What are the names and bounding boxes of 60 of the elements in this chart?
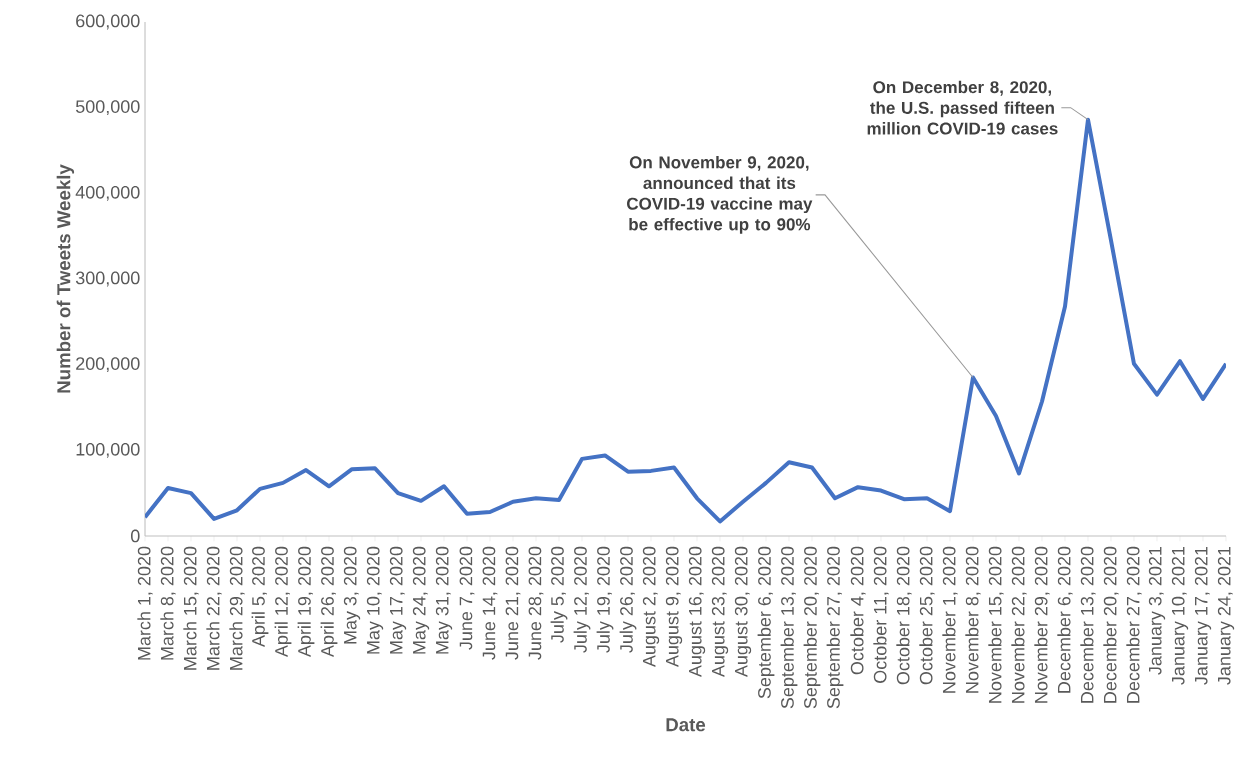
x-tick-label: May 3, 2020 — [343, 546, 361, 644]
x-tick-label: October 18, 2020 — [896, 546, 912, 685]
x-tick-label: July 26, 2020 — [619, 546, 637, 653]
y-tick-label: 600,000 — [76, 14, 140, 30]
x-tick-label: September 20, 2020 — [803, 546, 821, 709]
x-tick-label: December 6, 2020 — [1057, 546, 1073, 693]
x-tick-label: November 8, 2020 — [965, 546, 981, 693]
x-tick-label: May 24, 2020 — [412, 546, 430, 654]
x-tick-label: November 22, 2020 — [1011, 546, 1027, 703]
x-tick-label: April 5, 2020 — [251, 546, 269, 648]
x-tick-label: June 28, 2020 — [528, 546, 544, 660]
x-tick-label: December 27, 2020 — [1126, 546, 1142, 703]
x-tick-label: January 24, 2021 — [1217, 546, 1235, 685]
x-tick-label: August 23, 2020 — [711, 546, 729, 678]
x-tick-label: January 10, 2021 — [1171, 546, 1189, 685]
x-tick-label: July 5, 2020 — [550, 546, 568, 643]
x-tick-label: September 13, 2020 — [780, 546, 798, 709]
x-tick-label: January 3, 2021 — [1148, 546, 1166, 675]
x-tick-label: August 16, 2020 — [688, 546, 706, 678]
annotation: On December 8, 2020, the U.S. passed fifteen million COVID-19 cases — [867, 80, 1058, 135]
x-tick-label: August 30, 2020 — [734, 546, 752, 678]
x-tick-label: November 29, 2020 — [1034, 546, 1050, 703]
x-tick-label: June 7, 2020 — [459, 546, 475, 650]
x-tick-label: May 31, 2020 — [435, 546, 453, 654]
x-tick-label: November 15, 2020 — [988, 546, 1004, 703]
x-axis-title: Date — [666, 718, 706, 732]
x-tick-label: September 27, 2020 — [826, 546, 844, 709]
x-tick-label: March 22, 2020 — [206, 546, 222, 670]
x-tick-label: October 4, 2020 — [850, 546, 866, 675]
x-tick-label: August 2, 2020 — [642, 546, 660, 668]
x-tick-label: March 15, 2020 — [183, 546, 199, 670]
x-tick-label: July 19, 2020 — [596, 546, 614, 653]
x-tick-label: May 17, 2020 — [389, 546, 407, 654]
y-tick-label: 200,000 — [76, 357, 140, 373]
x-tick-label: May 10, 2020 — [366, 546, 384, 654]
x-tick-label: August 9, 2020 — [665, 546, 683, 668]
y-tick-label: 0 — [131, 529, 140, 543]
y-tick-label: 400,000 — [75, 185, 140, 201]
x-tick-label: April 26, 2020 — [320, 546, 338, 658]
x-tick-label: March 8, 2020 — [160, 546, 176, 660]
x-tick-label: December 20, 2020 — [1103, 546, 1119, 703]
line-series — [145, 117, 1226, 524]
x-tick-label: October 25, 2020 — [919, 546, 935, 685]
x-tick-label: April 12, 2020 — [274, 546, 292, 658]
x-tick-label: April 19, 2020 — [297, 546, 315, 658]
x-tick-label: March 29, 2020 — [229, 546, 245, 670]
y-tick-label: 100,000 — [76, 442, 140, 458]
annotation: On November 9, 2020, announced that its COVID-19 vaccine may be effective up to 90% — [627, 155, 813, 234]
x-tick-label: September 6, 2020 — [757, 546, 775, 699]
x-tick-label: June 14, 2020 — [482, 546, 498, 660]
x-tick-label: June 21, 2020 — [505, 546, 521, 660]
x-tick-label: July 12, 2020 — [573, 546, 591, 653]
x-tick-label: January 17, 2021 — [1194, 546, 1212, 685]
y-tick-label: 500,000 — [75, 100, 140, 116]
y-axis-title: Number of Tweets Weekly — [56, 164, 75, 393]
x-tick-label: March 1, 2020 — [137, 546, 153, 660]
x-tick-label: November 1, 2020 — [942, 546, 958, 693]
x-tick-label: October 11, 2020 — [873, 546, 889, 683]
y-tick-label: 300,000 — [75, 271, 140, 287]
x-tick-label: December 13, 2020 — [1080, 546, 1096, 703]
